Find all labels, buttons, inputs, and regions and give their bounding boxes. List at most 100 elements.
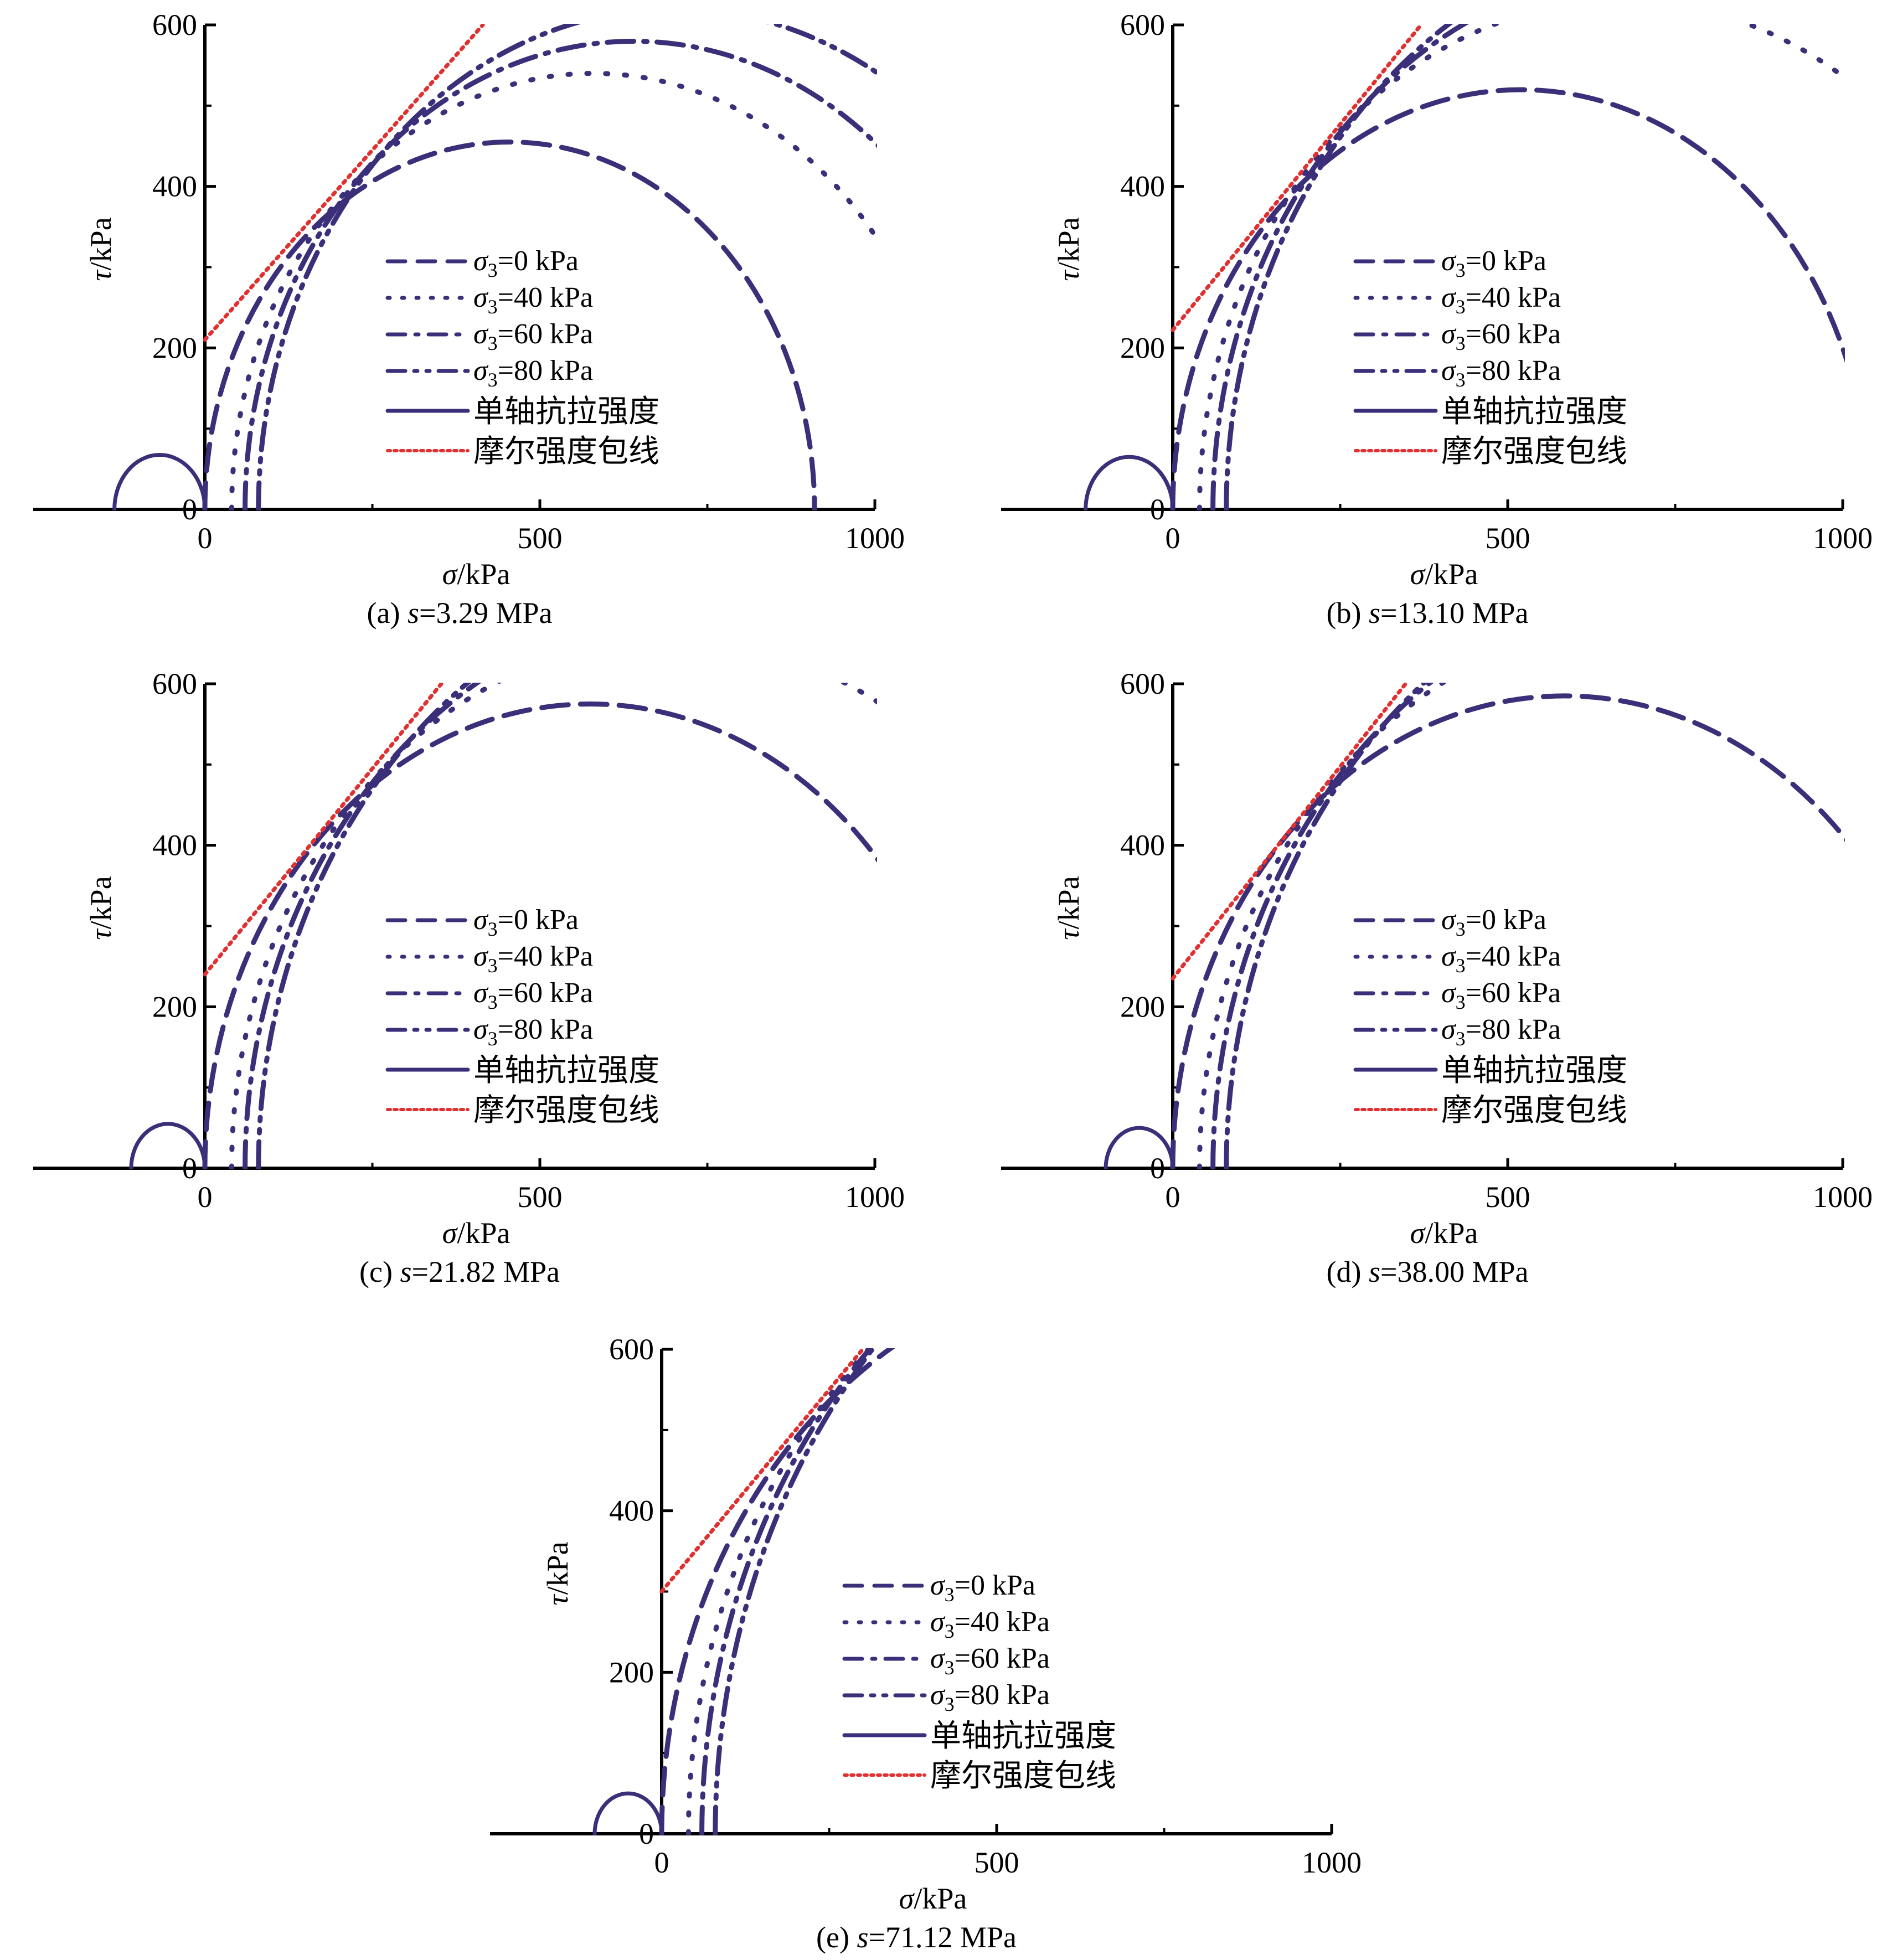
y-tick-label: 400 <box>1120 829 1165 862</box>
mohr-circle-dash <box>202 701 877 1169</box>
mohr-envelope-line <box>203 24 485 342</box>
plot-area <box>592 1348 895 1835</box>
mohr-circle-solid <box>129 1122 207 1169</box>
x-axis-label: σ/kPa <box>899 1882 967 1915</box>
mohr-circle-dash <box>202 139 817 510</box>
legend-label: σ3=0 kPa <box>473 904 579 940</box>
chart-panel-e: 0 500 1000 0 200 400 600 σ/kPa τ/kPa σ3=0 kPaσ3=4… <box>490 1333 1362 1954</box>
y-axis-label: τ/kPa <box>1052 217 1085 281</box>
y-tick-label: 600 <box>1120 8 1165 42</box>
panel-caption: (d) s=38.00 MPa <box>1327 1255 1529 1288</box>
legend-label: σ3=40 kPa <box>1441 282 1561 318</box>
mohr-circle-solid <box>112 453 207 510</box>
plot-area <box>112 24 877 510</box>
x-tick-label: 1000 <box>1813 522 1873 555</box>
x-tick-label: 500 <box>975 1846 1019 1879</box>
y-axis-label: τ/kPa <box>541 1541 574 1605</box>
y-tick-label: 0 <box>182 1152 197 1185</box>
mohr-circle-dashdotdot <box>1224 683 1428 1169</box>
legend-label: 单轴抗拉强度 <box>1441 1053 1627 1089</box>
legend-label: σ3=0 kPa <box>930 1570 1035 1606</box>
legend-label: σ3=60 kPa <box>1441 318 1561 354</box>
legend-label: σ3=60 kPa <box>473 977 593 1013</box>
mohr-envelope-line <box>1171 683 1408 981</box>
y-tick-label: 600 <box>152 667 197 700</box>
x-tick-label: 0 <box>198 1180 213 1214</box>
y-tick-label: 600 <box>152 8 197 42</box>
x-tick-label: 1000 <box>845 522 905 555</box>
y-tick-label: 600 <box>609 1333 654 1366</box>
plot-area <box>129 683 877 1169</box>
mohr-circle-dashdotdot <box>256 24 877 510</box>
legend-label: σ3=80 kPa <box>1441 355 1561 391</box>
x-axis-label: σ/kPa <box>442 558 511 591</box>
y-tick-label: 200 <box>152 990 197 1023</box>
y-tick-label: 0 <box>639 1817 654 1850</box>
legend-label: σ3=60 kPa <box>930 1643 1050 1679</box>
mohr-circle-solid <box>1084 455 1175 510</box>
chart-panel-a: 0 500 1000 0 200 400 600 σ/kPa τ/kPa σ3=0 kPaσ3=4… <box>33 8 905 630</box>
y-tick-label: 400 <box>152 170 197 203</box>
x-tick-label: 500 <box>518 522 563 555</box>
mohr-envelope-line <box>1171 24 1423 332</box>
x-tick-label: 1000 <box>1813 1180 1873 1214</box>
legend-label: σ3=80 kPa <box>473 355 593 391</box>
legend-label: σ3=40 kPa <box>930 1606 1050 1642</box>
legend-label: σ3=60 kPa <box>1441 977 1561 1013</box>
y-tick-label: 0 <box>182 493 197 526</box>
mohr-circle-dashdotdot <box>1224 24 1453 510</box>
legend-label: σ3=80 kPa <box>930 1679 1050 1715</box>
panel-caption: (e) s=71.12 MPa <box>816 1921 1017 1954</box>
x-tick-label: 500 <box>518 1180 563 1214</box>
chart-panel-c: 0 500 1000 0 200 400 600 σ/kPa τ/kPa σ3=0 kPaσ3=4… <box>33 667 905 1288</box>
chart-panel-d: 0 500 1000 0 200 400 600 σ/kPa τ/kPa σ3=0 kPaσ3=4… <box>1001 667 1873 1288</box>
y-tick-label: 0 <box>1150 1152 1165 1185</box>
x-tick-label: 0 <box>198 522 213 555</box>
mohr-circle-dashdot <box>1210 24 1469 510</box>
y-tick-label: 0 <box>1150 493 1165 526</box>
x-axis-label: σ/kPa <box>442 1216 511 1250</box>
legend-label: 摩尔强度包线 <box>473 434 659 470</box>
legend-label: 单轴抗拉强度 <box>930 1718 1116 1754</box>
x-tick-label: 0 <box>654 1846 669 1879</box>
x-axis-label: σ/kPa <box>1410 558 1478 591</box>
y-tick-label: 400 <box>609 1494 654 1528</box>
x-tick-label: 1000 <box>845 1180 905 1214</box>
plot-area <box>1104 683 1845 1169</box>
y-tick-label: 400 <box>1120 170 1165 203</box>
y-tick-label: 200 <box>1120 331 1165 364</box>
legend-label: σ3=80 kPa <box>473 1014 593 1050</box>
y-axis-label: τ/kPa <box>84 217 117 281</box>
legend-label: σ3=0 kPa <box>1441 245 1546 281</box>
legend-label: 单轴抗拉强度 <box>1441 394 1627 430</box>
y-axis-label: τ/kPa <box>84 876 117 940</box>
x-tick-label: 0 <box>1166 522 1180 555</box>
x-tick-label: 500 <box>1486 522 1530 555</box>
panel-caption: (c) s=21.82 MPa <box>359 1255 560 1288</box>
legend-label: σ3=40 kPa <box>473 282 593 318</box>
legend-label: 摩尔强度包线 <box>1441 434 1627 470</box>
mohr-envelope-line <box>203 683 444 977</box>
chart-panel-b: 0 500 1000 0 200 400 600 σ/kPa τ/kPa σ3=0 kPaσ3=4… <box>1001 8 1873 630</box>
legend-label: σ3=40 kPa <box>1441 941 1561 977</box>
mohr-envelope-line <box>659 1348 865 1593</box>
legend-label: σ3=0 kPa <box>473 245 579 281</box>
x-tick-label: 500 <box>1486 1180 1530 1214</box>
mohr-circle-dot <box>229 683 877 1169</box>
mohr-circle-dashdot <box>243 683 482 1169</box>
y-tick-label: 200 <box>1120 990 1165 1023</box>
panel-caption: (b) s=13.10 MPa <box>1327 596 1529 630</box>
x-axis-label: σ/kPa <box>1410 1216 1478 1250</box>
y-tick-label: 200 <box>152 331 197 364</box>
y-tick-label: 600 <box>1120 667 1165 700</box>
legend-label: 单轴抗拉强度 <box>473 394 659 430</box>
mohr-circle-solid <box>1104 1126 1175 1169</box>
x-tick-label: 0 <box>1166 1180 1180 1214</box>
y-tick-label: 200 <box>609 1655 654 1689</box>
legend-label: 摩尔强度包线 <box>473 1092 659 1128</box>
